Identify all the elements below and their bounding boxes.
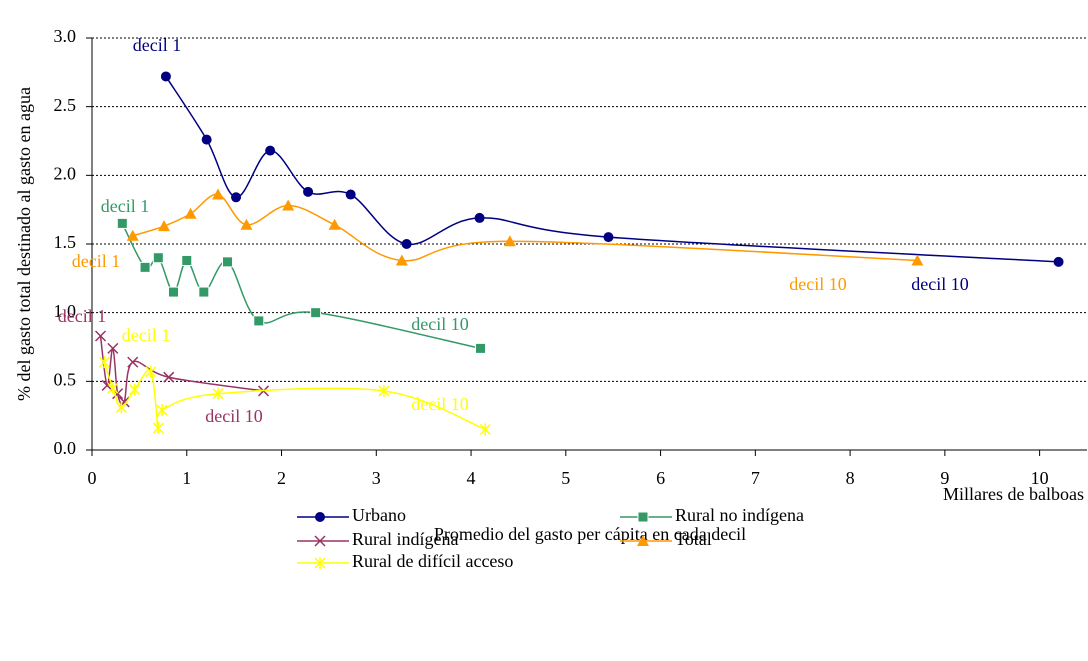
marker xyxy=(160,71,171,82)
annotation: decil 1 xyxy=(58,306,106,326)
marker xyxy=(184,207,197,219)
marker xyxy=(328,218,341,230)
marker xyxy=(222,256,234,268)
y-tick-label: 0.0 xyxy=(54,438,77,458)
legend-marker xyxy=(315,512,325,522)
marker xyxy=(115,401,127,414)
marker xyxy=(158,220,171,232)
annotation: decil 10 xyxy=(411,394,468,414)
marker xyxy=(129,383,141,396)
legend-marker xyxy=(314,535,326,547)
legend-label: Rural de difícil acceso xyxy=(352,551,513,571)
x-tick-label: 4 xyxy=(467,468,476,488)
marker xyxy=(475,342,487,354)
legend-item: Rural de difícil acceso xyxy=(297,551,513,571)
legend-label: Rural indígena xyxy=(352,529,458,549)
marker xyxy=(167,286,179,298)
annotation: decil 10 xyxy=(411,314,468,334)
marker xyxy=(145,365,157,378)
marker xyxy=(98,356,110,369)
marker xyxy=(181,254,193,266)
annotation: decil 1 xyxy=(133,35,181,55)
y-tick-label: 2.0 xyxy=(54,163,77,183)
legend-marker xyxy=(637,511,649,523)
marker xyxy=(152,252,164,264)
marker xyxy=(345,189,356,200)
marker xyxy=(240,218,253,230)
marker xyxy=(201,134,212,145)
marker xyxy=(911,254,924,266)
x-tick-label: 3 xyxy=(372,468,381,488)
annotation: decil 1 xyxy=(72,251,120,271)
marker xyxy=(107,342,119,354)
marker xyxy=(401,239,412,249)
annotation: decil 10 xyxy=(911,274,968,294)
y-tick-label: 0.5 xyxy=(54,369,77,389)
marker xyxy=(395,254,408,266)
marker xyxy=(152,422,164,435)
series-line xyxy=(165,76,1059,263)
x-tick-label: 7 xyxy=(751,468,760,488)
x-axis-label: Promedio del gasto per cápita en cada de… xyxy=(434,524,746,544)
x-tick-label: 2 xyxy=(277,468,286,488)
marker xyxy=(253,315,265,327)
x-tick-label: 8 xyxy=(846,468,855,488)
legend-label: Total xyxy=(675,529,712,549)
marker xyxy=(212,188,225,200)
x-axis-unit: Millares de balboas xyxy=(943,484,1084,504)
y-tick-label: 2.5 xyxy=(54,95,77,115)
annotation: decil 1 xyxy=(101,196,149,216)
annotation: decil 1 xyxy=(122,325,170,345)
marker xyxy=(139,261,151,273)
y-tick-label: 1.0 xyxy=(54,301,77,321)
marker xyxy=(127,356,139,368)
marker xyxy=(163,371,175,383)
marker xyxy=(107,382,119,395)
x-tick-label: 9 xyxy=(940,468,949,488)
marker xyxy=(378,384,390,397)
legend-label: Rural no indígena xyxy=(675,505,804,525)
marker xyxy=(198,286,210,298)
legend-label: Urbano xyxy=(352,505,406,525)
marker xyxy=(474,212,485,223)
legend-item: Rural no indígena xyxy=(620,505,804,525)
legend-marker xyxy=(637,535,649,546)
marker xyxy=(94,330,107,342)
marker xyxy=(282,199,295,211)
marker xyxy=(603,232,614,243)
legend-item: Urbano xyxy=(297,505,406,525)
marker xyxy=(479,423,491,436)
series-line xyxy=(99,335,264,405)
marker xyxy=(310,307,322,319)
legend-item: Rural indígena xyxy=(297,529,458,549)
annotation: decil 10 xyxy=(205,406,262,426)
marker xyxy=(503,235,516,247)
legend-marker xyxy=(314,557,326,569)
x-tick-label: 1 xyxy=(182,468,191,488)
marker xyxy=(1053,256,1064,267)
y-axis-label: % del gasto total destinado al gasto en … xyxy=(14,87,34,401)
x-tick-label: 10 xyxy=(1031,468,1049,488)
y-tick-label: 3.0 xyxy=(54,26,77,46)
legend-item: Total xyxy=(620,529,712,549)
marker xyxy=(156,404,168,417)
x-tick-label: 5 xyxy=(561,468,570,488)
y-tick-label: 1.5 xyxy=(54,232,77,252)
marker xyxy=(231,192,242,203)
marker xyxy=(212,387,224,400)
marker xyxy=(126,229,139,241)
x-tick-label: 6 xyxy=(656,468,665,488)
x-tick-label: 0 xyxy=(88,468,97,488)
marker xyxy=(265,145,276,156)
marker xyxy=(116,217,128,229)
annotation: decil 10 xyxy=(789,274,846,294)
marker xyxy=(303,186,314,197)
